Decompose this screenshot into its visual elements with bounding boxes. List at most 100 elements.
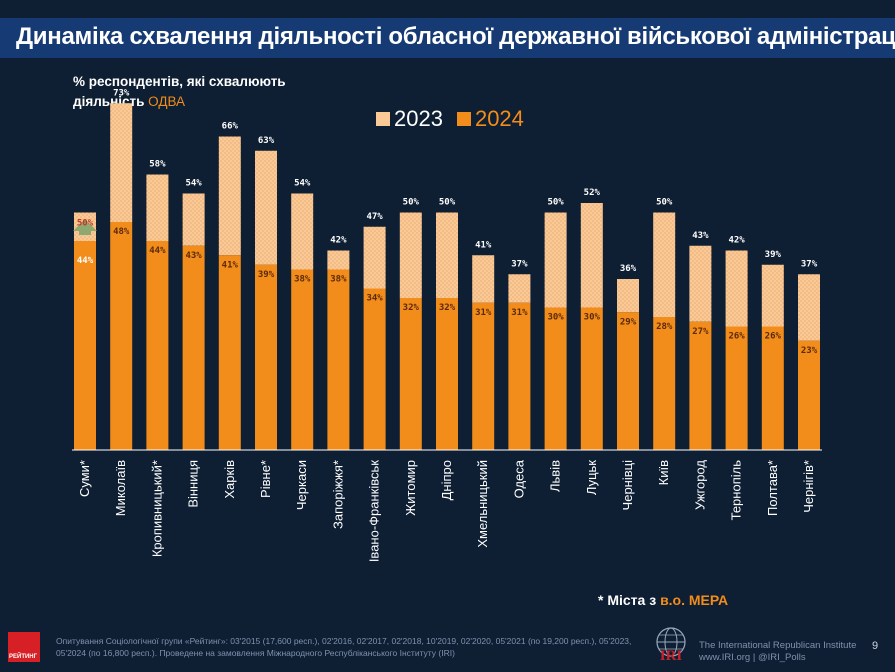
bar-2023 xyxy=(725,250,748,327)
data-label-2024: 26% xyxy=(765,332,782,342)
data-label-2023: 41% xyxy=(475,240,492,250)
data-label-2024: 48% xyxy=(113,227,130,237)
bar-2023 xyxy=(436,212,458,298)
bar-2024 xyxy=(761,326,784,450)
category-label: Кропивницький* xyxy=(149,460,164,557)
category-label: Дніпро xyxy=(439,460,454,500)
bar-2024 xyxy=(291,269,314,450)
bar-2024 xyxy=(255,264,277,450)
category-label: Житомир xyxy=(403,460,418,516)
iri-name: The International Republican Institute xyxy=(699,640,857,651)
footnote-text: * Міста з xyxy=(598,592,661,608)
legend-item-2023: 2023 xyxy=(376,106,443,132)
data-label-2024: 43% xyxy=(185,251,202,261)
source-note: Опитування Соціологічної групи «Рейтинг»… xyxy=(56,636,632,658)
bar-2024 xyxy=(218,255,241,450)
category-label: Київ xyxy=(656,460,671,485)
bar-2024 xyxy=(544,307,567,450)
bar-2023 xyxy=(508,274,531,303)
data-label-2023: 50% xyxy=(439,198,456,208)
data-label-2024: 38% xyxy=(330,275,347,285)
data-label-2023: 39% xyxy=(765,250,782,260)
legend-swatch-2024 xyxy=(456,112,471,126)
bar-2023 xyxy=(110,103,133,222)
category-label: Чернівці xyxy=(620,460,635,511)
category-label: Львів xyxy=(548,460,563,492)
iri-mark-text: IRI xyxy=(660,648,683,662)
legend-label-2023: 2023 xyxy=(394,106,443,131)
bar-2023 xyxy=(218,136,241,256)
bar-2024 xyxy=(653,317,676,450)
data-label-2023: 37% xyxy=(511,259,528,269)
category-label: Запоріжжя* xyxy=(330,460,345,529)
category-label: Суми* xyxy=(77,460,92,497)
data-label-2023: 52% xyxy=(584,188,601,198)
data-label-2023: 54% xyxy=(185,179,202,189)
bar-2024 xyxy=(617,312,639,450)
bar-2023 xyxy=(472,255,495,303)
data-label-2024: 32% xyxy=(403,303,420,313)
data-label-2023: 43% xyxy=(692,231,709,241)
data-label-2023: 47% xyxy=(366,212,383,222)
bar-2024 xyxy=(182,245,205,450)
bar-2024 xyxy=(110,222,133,450)
y-axis-label: % респондентів, які схвалюють діяльність… xyxy=(73,72,286,112)
iri-credits: The International Republican Institute w… xyxy=(699,640,856,664)
data-label-2024: 30% xyxy=(547,313,564,323)
increase-arrow-icon xyxy=(73,219,97,235)
data-label-2023: 50% xyxy=(547,198,564,208)
rating-logo: РЕЙТИНГ xyxy=(8,632,40,662)
bar-2023 xyxy=(580,203,603,308)
data-label-2024: 23% xyxy=(801,346,818,356)
data-label-2023: 50% xyxy=(403,198,420,208)
bar-2023 xyxy=(146,174,169,241)
bar-2023 xyxy=(327,250,350,270)
bar-2024 xyxy=(327,269,350,450)
category-label: Івано-Франківськ xyxy=(367,460,382,562)
category-label: Одеса xyxy=(511,459,526,498)
rating-logo-text: РЕЙТИНГ xyxy=(9,654,38,660)
data-label-2024: 34% xyxy=(366,294,383,304)
page-number: 9 xyxy=(872,640,879,652)
category-label: Харків xyxy=(222,460,237,499)
page-title: Динаміка схвалення діяльності обласної д… xyxy=(16,23,895,50)
data-label-2024: 31% xyxy=(511,308,528,318)
legend-swatch-2023 xyxy=(376,112,390,126)
bar-2024 xyxy=(399,298,422,450)
bar-2023 xyxy=(182,193,205,246)
bar-2023 xyxy=(544,212,567,308)
data-label-2024: 44% xyxy=(149,246,166,256)
data-label-2024: 38% xyxy=(294,275,311,285)
bar-2023 xyxy=(291,193,314,270)
data-label-2024: 31% xyxy=(475,308,492,318)
bar-2023 xyxy=(255,150,277,265)
bar-2024 xyxy=(689,321,712,450)
bar-2023 xyxy=(399,212,422,298)
data-label-2023: 37% xyxy=(801,259,818,269)
category-label: Тернопіль xyxy=(729,460,744,521)
data-label-2023: 36% xyxy=(620,264,637,274)
y-axis-label-line1: % респондентів, які схвалюють xyxy=(73,74,286,89)
category-label: Полтава* xyxy=(765,460,780,516)
data-label-2023: 50% xyxy=(656,198,673,208)
category-label: Черкаси xyxy=(294,460,309,510)
bar-2023 xyxy=(689,245,712,322)
chart-legend: 2023 2024 xyxy=(376,106,538,132)
data-label-2024: 32% xyxy=(439,303,456,313)
data-label-2023: 42% xyxy=(330,236,347,246)
title-bar xyxy=(0,18,895,58)
bar-2023 xyxy=(798,274,820,341)
bar-2023 xyxy=(653,212,676,317)
bar-2024 xyxy=(798,340,820,450)
category-label: Вінниця xyxy=(186,460,201,508)
data-label-2023: 50% xyxy=(77,219,94,229)
category-label: Хмельницький xyxy=(475,460,490,548)
category-label: Миколаїв xyxy=(113,460,128,516)
data-label-2024: 29% xyxy=(620,317,637,327)
legend-item-2024: 2024 xyxy=(456,106,524,132)
bar-2024 xyxy=(725,326,748,450)
data-label-2024: 41% xyxy=(222,260,239,270)
data-label-2023: 63% xyxy=(258,136,275,146)
bar-2024 xyxy=(580,307,603,450)
bar-2024 xyxy=(436,298,458,450)
